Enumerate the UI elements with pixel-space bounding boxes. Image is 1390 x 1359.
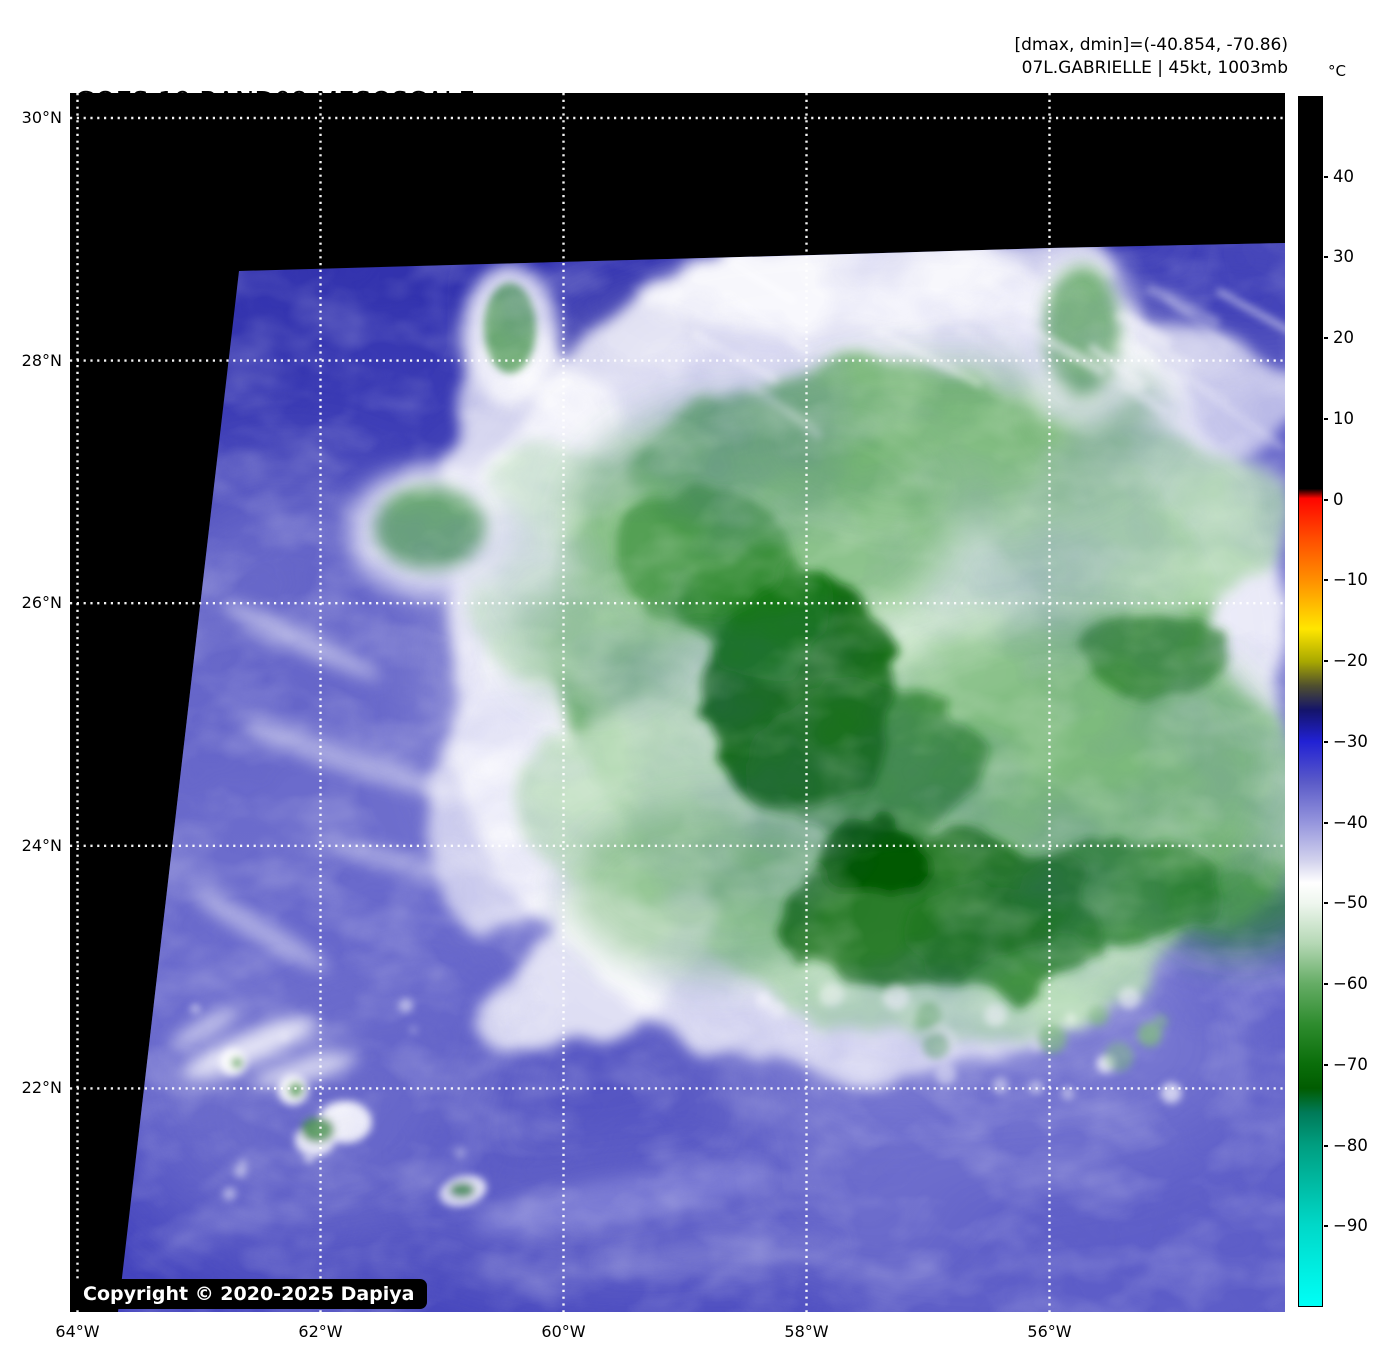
lat-tick-label: 24°N [21, 835, 62, 855]
lat-tick-label: 22°N [21, 1078, 62, 1098]
white-texture-overlay [118, 243, 1285, 1312]
colorbar-tick-label: 0 [1333, 489, 1344, 509]
colorbar-tick-label: 40 [1333, 166, 1354, 186]
colorbar-tick-mark [1324, 579, 1328, 582]
colorbar-tick-mark [1324, 417, 1328, 420]
lon-tick-label: 62°W [298, 1322, 343, 1341]
colorbar-tick-mark [1324, 337, 1328, 340]
lon-tick-label: 58°W [784, 1322, 829, 1341]
lat-tick-label: 30°N [21, 108, 62, 127]
lon-tick-label: 60°W [541, 1322, 586, 1341]
colorbar-tick-label: 20 [1333, 328, 1354, 348]
colorbar-tick-label: 30 [1333, 247, 1354, 267]
colorbar-tick-label: −20 [1333, 651, 1368, 671]
lon-tick-label: 56°W [1027, 1322, 1072, 1341]
colorbar-tick-label: −10 [1333, 570, 1368, 590]
colorbar-tick-mark [1324, 983, 1328, 986]
colorbar-tick-label: 10 [1333, 408, 1354, 428]
satellite-imagery [70, 93, 1285, 1312]
satellite-swath [118, 243, 1285, 1312]
lon-tick-label: 64°W [55, 1322, 100, 1341]
colorbar-unit-label: °C [1328, 62, 1346, 80]
lat-tick-label: 28°N [21, 350, 62, 370]
colorbar-tick-label: −60 [1333, 974, 1368, 994]
dmax-dmin-readout: [dmax, dmin]=(-40.854, -70.86) [1014, 35, 1289, 55]
colorbar-tick-label: −90 [1333, 1216, 1368, 1236]
colorbar-tick-label: −30 [1333, 731, 1368, 751]
colorbar-tick-mark [1324, 1225, 1328, 1228]
storm-identity: 07L.GABRIELLE | 45kt, 1003mb [1021, 58, 1288, 78]
copyright-badge: Copyright © 2020-2025 Dapiya [70, 1279, 428, 1309]
colorbar-tick-mark [1324, 902, 1328, 905]
colorbar-tick-label: −50 [1333, 893, 1368, 913]
colorbar-tick-mark [1324, 498, 1328, 501]
colorbar-tick-mark [1324, 660, 1328, 663]
storm-info-block: [dmax, dmin]=(-40.854, -70.86) 07L.GABRI… [1015, 34, 1289, 80]
colorbar-tick-mark [1324, 1063, 1328, 1066]
colorbar-tick-mark [1324, 740, 1328, 743]
colorbar-tick-label: −40 [1333, 812, 1368, 832]
temperature-colorbar [1298, 96, 1323, 1307]
map-plot-area: Copyright © 2020-2025 Dapiya [70, 93, 1285, 1312]
colorbar-tick-mark [1324, 821, 1328, 824]
colorbar-tick-mark [1324, 175, 1328, 178]
lat-tick-label: 26°N [21, 593, 62, 613]
colorbar-tick-label: −80 [1333, 1135, 1368, 1155]
colorbar-tick-label: −70 [1333, 1054, 1368, 1074]
colorbar-tick-mark [1324, 256, 1328, 259]
colorbar-tick-mark [1324, 1144, 1328, 1147]
